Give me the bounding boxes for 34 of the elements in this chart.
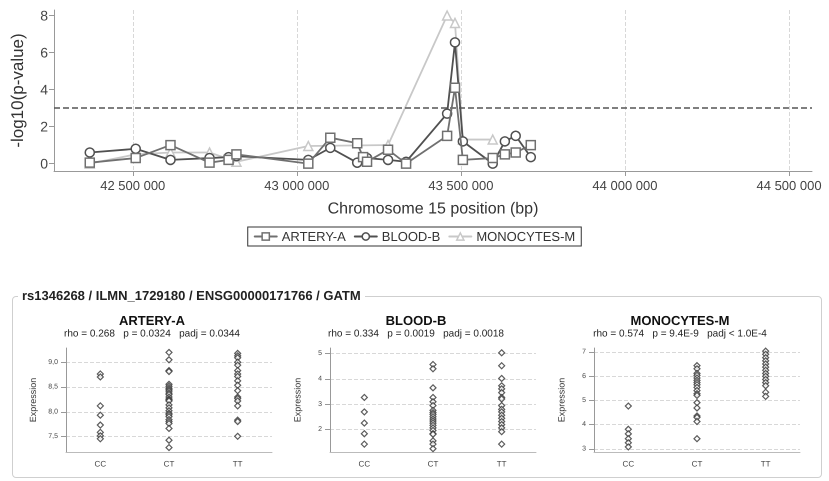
y-tick-label: 6 — [40, 44, 48, 61]
y-tick-label: 0 — [40, 156, 48, 172]
y-tick-label: 2 — [40, 118, 48, 135]
y-axis-title: Expression — [292, 378, 302, 422]
x-tick-label: 43 000 000 — [264, 178, 330, 193]
y-tick-label: 4 — [40, 82, 48, 98]
x-tick-label: TT — [232, 460, 243, 468]
chart-subtitle: rho = 0.574 p = 9.4E-9 padj < 1.0E-4 — [593, 328, 768, 340]
chart-title: MONOCYTES-M — [630, 313, 730, 328]
y-axis-title: Expression — [28, 378, 38, 422]
chart-subtitle: rho = 0.268 p = 0.0324 padj = 0.0344 — [64, 328, 240, 340]
text: rs1346268 / ILMN_1729180 / ENSG00000171766 / GATM — [18, 288, 365, 303]
legend-label: MONOCYTES-M — [476, 229, 576, 244]
x-tick-label: TT — [760, 460, 771, 468]
chart-subtitle: rho = 0.334 p = 0.0019 padj = 0.0018 — [328, 328, 504, 340]
legend-label: BLOOD-B — [382, 229, 440, 244]
x-tick-label: CC — [358, 460, 370, 468]
x-tick-label: CT — [428, 460, 438, 468]
x-axis-title: Chromosome 15 position (bp) — [328, 200, 538, 218]
y-axis-title: Expression — [556, 378, 566, 422]
chart-title: ARTERY-A — [119, 313, 186, 328]
x-tick-label: CT — [164, 460, 174, 468]
x-tick-label: 44 500 000 — [756, 178, 822, 193]
x-tick-label: CC — [622, 460, 634, 468]
x-tick-label: CT — [692, 460, 702, 468]
y-tick-label: 8 — [40, 8, 48, 24]
x-tick-label: CC — [94, 460, 106, 468]
legend-label: ARTERY-A — [282, 229, 346, 244]
y-axis-title: -log10(p-value) — [8, 33, 27, 148]
x-tick-label: 44 000 000 — [592, 178, 658, 193]
x-tick-label: 42 500 000 — [100, 178, 166, 193]
x-tick-label: 43 500 000 — [428, 178, 494, 193]
x-tick-label: TT — [496, 460, 507, 468]
chart-title: BLOOD-B — [386, 313, 446, 328]
